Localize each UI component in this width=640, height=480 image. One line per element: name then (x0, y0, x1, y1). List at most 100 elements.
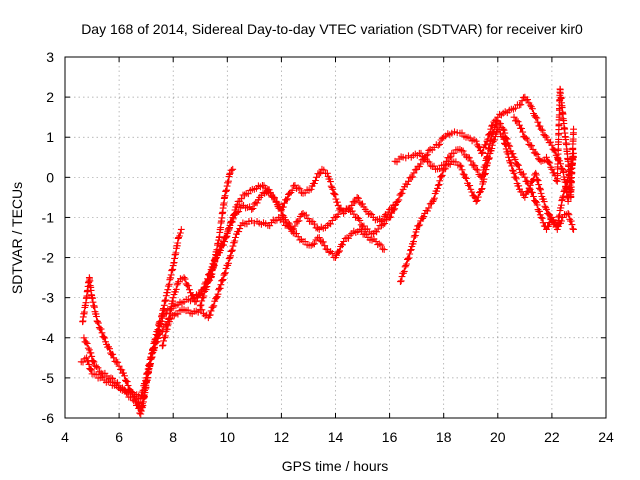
marker-trail (473, 188, 484, 204)
marker-trail (192, 289, 205, 305)
data-point (478, 149, 485, 157)
marker-trail (79, 294, 90, 325)
marker-trail (308, 177, 319, 190)
data-point (94, 318, 101, 326)
marker-trail (239, 219, 251, 228)
marker-trail (320, 166, 329, 177)
marker-trail (388, 201, 397, 212)
marker-trail (450, 158, 462, 169)
marker-trail (177, 275, 186, 283)
marker-trail (417, 149, 430, 163)
marker-trail (176, 229, 184, 240)
marker-trail (539, 126, 549, 140)
marker-trail (301, 186, 313, 197)
data-point (213, 294, 220, 302)
marker-trail (242, 203, 253, 212)
data-point (180, 274, 188, 282)
marker-trail (137, 377, 149, 399)
data-point (169, 294, 177, 302)
marker-trail (395, 189, 406, 204)
data-point (570, 125, 577, 133)
marker-trail (106, 378, 118, 389)
data-point (315, 234, 323, 241)
data-point (543, 153, 550, 161)
x-tick-label: 4 (61, 429, 69, 445)
marker-trail (363, 225, 375, 238)
marker-trail (366, 235, 378, 244)
marker-trail (309, 218, 321, 232)
data-point (175, 234, 183, 241)
marker-trail (330, 189, 341, 206)
marker-trail (517, 94, 527, 109)
marker-trail (131, 391, 143, 400)
marker-trail (227, 237, 239, 260)
y-axis-label: SDTVAR / TECUs (9, 182, 25, 294)
series-track-H (510, 85, 577, 201)
marker-trail (490, 121, 501, 136)
marker-trail (133, 402, 144, 417)
data-point (532, 198, 540, 205)
data-point (434, 181, 442, 189)
marker-trail (86, 275, 96, 299)
marker-trail (428, 141, 440, 154)
marker-trail (549, 216, 560, 227)
data-point (380, 246, 388, 253)
marker-trail (149, 331, 163, 354)
marker-trail (451, 128, 461, 137)
series-track-C (77, 214, 388, 402)
data-point (537, 214, 545, 221)
y-tick-label: -3 (42, 290, 55, 306)
data-point (472, 198, 480, 205)
marker-trail (425, 158, 438, 170)
data-point (510, 113, 518, 121)
data-point (516, 165, 523, 173)
marker-trail (333, 206, 343, 220)
marker-trail (463, 175, 474, 189)
data-point (272, 198, 280, 205)
marker-trail (333, 241, 346, 259)
marker-trail (484, 130, 496, 160)
series-track-E (196, 93, 577, 310)
marker-trail (436, 134, 446, 148)
marker-trail (565, 211, 577, 233)
data-point (402, 262, 410, 269)
marker-trail (216, 195, 228, 241)
marker-trail (506, 157, 517, 175)
x-tick-label: 24 (598, 429, 614, 445)
data-point (83, 354, 91, 362)
series-track-B (80, 165, 237, 418)
data-point (137, 410, 145, 418)
marker-trail (287, 182, 297, 196)
y-tick-label: -1 (42, 209, 55, 225)
data-point (456, 161, 464, 169)
marker-trail (567, 129, 577, 200)
marker-trail (340, 205, 350, 215)
marker-trail (496, 110, 505, 119)
x-tick-label: 20 (490, 429, 506, 445)
y-tick-label: -2 (42, 250, 55, 266)
data-point (348, 202, 356, 209)
marker-trail (164, 266, 177, 290)
marker-trail (350, 227, 362, 236)
marker-trail (293, 184, 305, 197)
marker-trail (397, 263, 409, 285)
marker-trail (506, 142, 517, 158)
data-point (110, 354, 118, 362)
marker-trail (79, 355, 89, 366)
marker-trail (403, 246, 414, 268)
marker-trail (409, 150, 421, 159)
marker-trail (233, 225, 244, 238)
data-point (532, 113, 540, 121)
marker-trail (355, 215, 368, 230)
data-point (294, 218, 302, 225)
marker-trail (174, 306, 186, 318)
data-point (313, 173, 320, 181)
marker-trail (495, 119, 506, 131)
data-point (221, 238, 228, 245)
data-point (461, 173, 469, 181)
marker-trail (182, 306, 194, 317)
marker-trail (89, 294, 101, 325)
marker-trail (317, 223, 329, 232)
marker-trail (84, 357, 95, 374)
